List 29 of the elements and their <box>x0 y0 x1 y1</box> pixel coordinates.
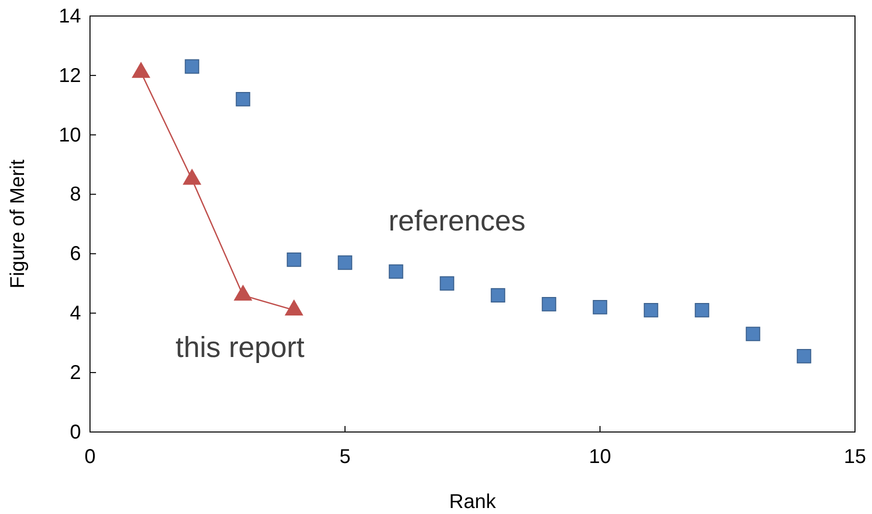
y-tick-label: 6 <box>70 243 81 266</box>
point <box>796 349 812 364</box>
y-tick-label: 14 <box>58 5 81 28</box>
point <box>694 302 710 318</box>
x-tick-label: 15 <box>844 446 866 468</box>
y-tick-label: 12 <box>58 64 81 87</box>
y-axis-title: Figure of Merit <box>7 159 29 288</box>
x-tick-label: 0 <box>84 446 96 468</box>
point <box>644 302 658 318</box>
point <box>746 326 760 342</box>
point <box>440 276 454 291</box>
point <box>184 59 200 74</box>
point <box>490 288 506 303</box>
series-label: this report <box>176 332 304 364</box>
point <box>592 300 608 314</box>
x-axis-title: Rank <box>449 491 497 513</box>
point <box>236 92 250 106</box>
x-tick-label: 10 <box>588 446 612 468</box>
point <box>286 252 302 267</box>
point <box>338 255 352 270</box>
point <box>542 297 556 312</box>
y-tick-label: 0 <box>70 421 81 444</box>
x-tick-label: 5 <box>339 446 351 468</box>
y-tick-label: 2 <box>70 362 81 384</box>
point <box>388 264 404 279</box>
series-label: references <box>388 206 526 238</box>
y-tick-label: 8 <box>70 184 81 206</box>
y-tick-label: 10 <box>58 124 81 146</box>
y-tick-label: 4 <box>70 302 81 325</box>
